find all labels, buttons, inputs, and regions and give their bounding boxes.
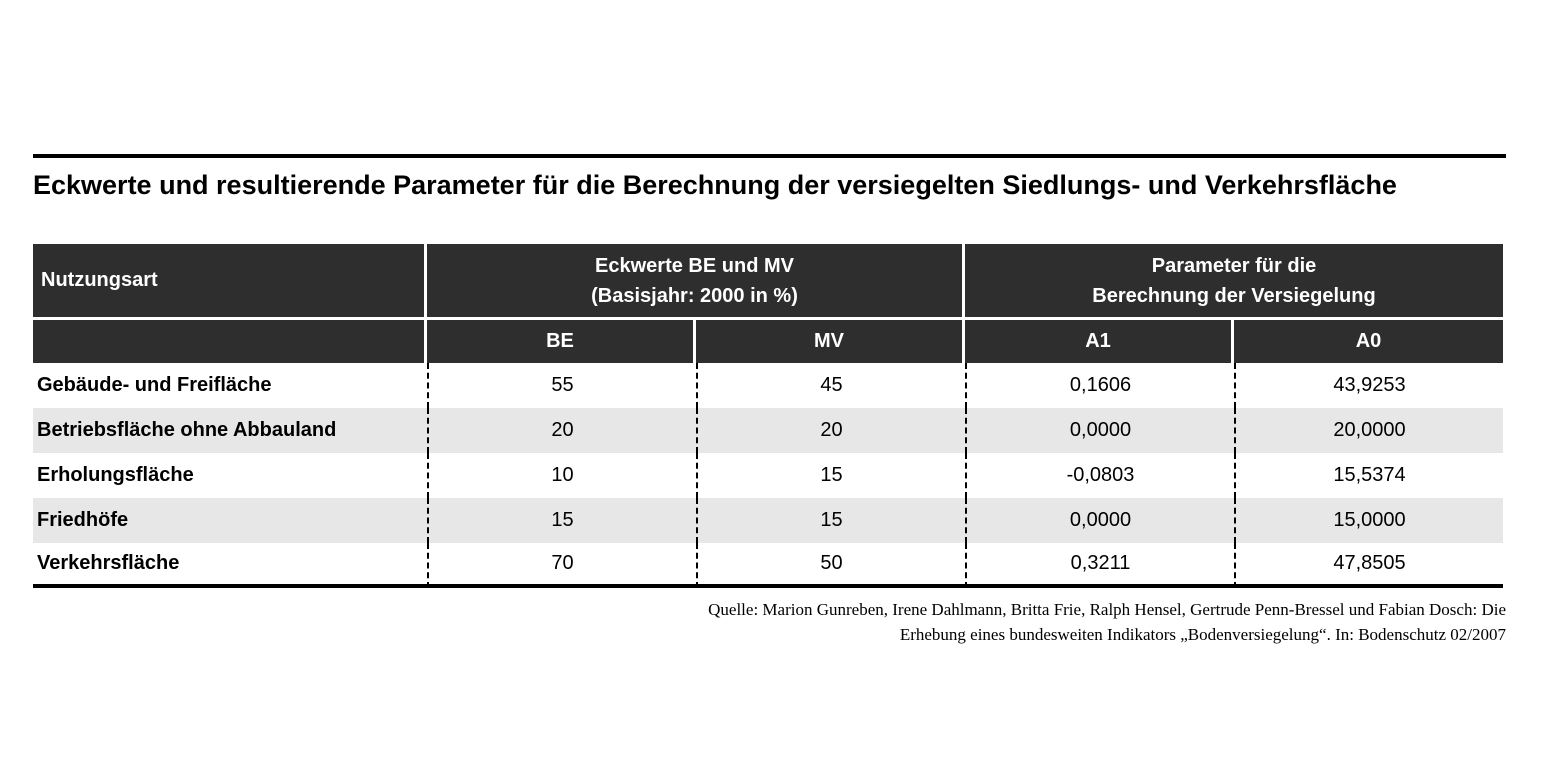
column-group-parameter-line1: Parameter für die xyxy=(1151,254,1317,277)
figure-container: Eckwerte und resultierende Parameter für… xyxy=(33,0,1506,647)
table-row: Friedhöfe 15 15 0,0000 15,0000 xyxy=(33,498,1504,543)
source-line-2: Erhebung eines bundesweiten Indikators „… xyxy=(899,625,1506,644)
value-cell-a1: 0,0000 xyxy=(965,498,1234,543)
row-label-cell: Verkehrsfläche xyxy=(33,543,427,588)
value-cell-be: 55 xyxy=(427,363,696,408)
value-cell-a0: 43,9253 xyxy=(1234,363,1503,408)
value-cell-mv: 15 xyxy=(696,498,965,543)
header-sub-row: BE MV A1 A0 xyxy=(33,320,1504,363)
data-table: Nutzungsart Eckwerte BE und MV (Basisjah… xyxy=(33,244,1504,588)
value-cell-mv: 45 xyxy=(696,363,965,408)
value-cell-be: 10 xyxy=(427,453,696,498)
column-header-mv: MV xyxy=(696,320,965,363)
value-cell-a0: 20,0000 xyxy=(1234,408,1504,453)
column-header-a1: A1 xyxy=(965,320,1234,363)
value-cell-a0: 47,8505 xyxy=(1234,543,1504,588)
source-line-1: Quelle: Marion Gunreben, Irene Dahlmann,… xyxy=(708,600,1506,619)
table-body: Gebäude- und Freifläche 55 45 0,1606 43,9253… xyxy=(33,363,1504,588)
value-cell-a0: 15,5374 xyxy=(1234,453,1503,498)
table-row: Erholungsfläche 10 15 -0,0803 15,5374 xyxy=(33,453,1503,498)
column-group-eckwerte: Eckwerte BE und MV (Basisjahr: 2000 in %… xyxy=(427,244,965,320)
table-row: Betriebsfläche ohne Abbauland 20 20 0,0000 2… xyxy=(33,408,1504,453)
header-empty-cell xyxy=(33,320,427,363)
value-cell-be: 20 xyxy=(427,408,696,453)
column-header-nutzungsart: Nutzungsart xyxy=(33,244,427,320)
value-cell-a1: 0,1606 xyxy=(965,363,1234,408)
table-row: Verkehrsfläche 70 50 0,3211 47,8505 xyxy=(33,543,1504,588)
column-header-a0: A0 xyxy=(1234,320,1504,363)
value-cell-be: 15 xyxy=(427,498,696,543)
column-group-eckwerte-line1: Eckwerte BE und MV xyxy=(595,254,794,277)
table-row: Gebäude- und Freifläche 55 45 0,1606 43,9253 xyxy=(33,363,1503,408)
header-group-row: Nutzungsart Eckwerte BE und MV (Basisjah… xyxy=(33,244,1504,320)
row-label-cell: Betriebsfläche ohne Abbauland xyxy=(33,408,427,453)
top-rule xyxy=(33,154,1506,158)
column-group-eckwerte-line2: (Basisjahr: 2000 in %) xyxy=(591,284,798,307)
value-cell-mv: 50 xyxy=(696,543,965,588)
source-note: Quelle: Marion Gunreben, Irene Dahlmann,… xyxy=(33,597,1506,647)
row-label-cell: Gebäude- und Freifläche xyxy=(37,374,272,396)
table-header: Nutzungsart Eckwerte BE und MV (Basisjah… xyxy=(33,244,1504,363)
value-cell-mv: 15 xyxy=(696,453,965,498)
column-group-parameter: Parameter für die Berechnung der Versieg… xyxy=(965,244,1504,320)
value-cell-a0: 15,0000 xyxy=(1234,498,1504,543)
row-label-cell: Erholungsfläche xyxy=(37,464,194,486)
value-cell-a1: 0,3211 xyxy=(965,543,1234,588)
value-cell-a1: 0,0000 xyxy=(965,408,1234,453)
row-label-cell: Friedhöfe xyxy=(33,498,427,543)
value-cell-be: 70 xyxy=(427,543,696,588)
value-cell-a1: -0,0803 xyxy=(965,453,1234,498)
page-title: Eckwerte und resultierende Parameter für… xyxy=(33,170,1397,200)
column-header-be: BE xyxy=(427,320,696,363)
value-cell-mv: 20 xyxy=(696,408,965,453)
column-group-parameter-line2: Berechnung der Versiegelung xyxy=(1092,284,1376,307)
column-header-nutzungsart-label: Nutzungsart xyxy=(41,269,158,291)
